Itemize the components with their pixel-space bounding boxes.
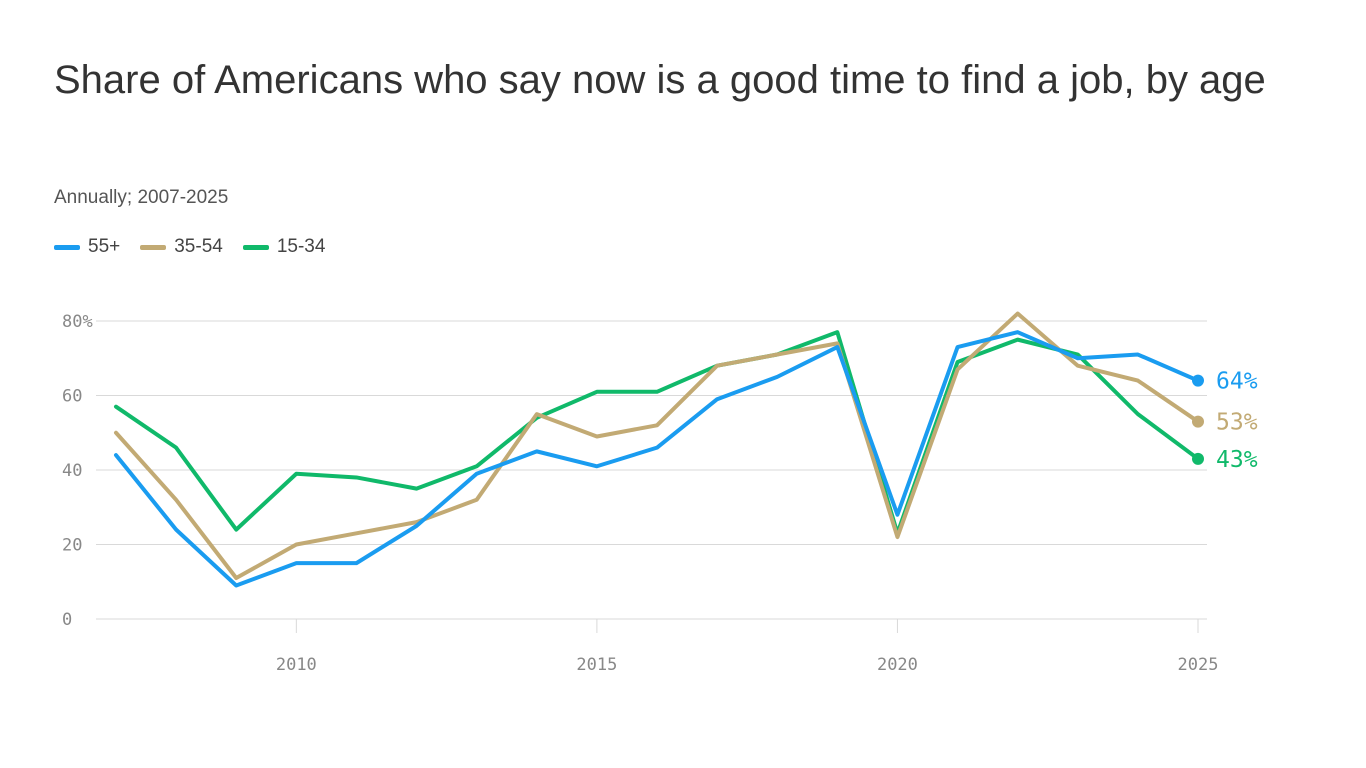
legend-label-15-34: 15-34 [276, 236, 326, 257]
x-tick-label-2015: 2015 [576, 655, 617, 675]
y-tick-label-40: 40 [62, 461, 82, 481]
y-tick-label-20: 20 [62, 536, 82, 556]
series-line-35-54 [114, 311, 1200, 581]
endpoint-dot-55 [1192, 374, 1204, 387]
end-label-55: 64% [1216, 369, 1258, 395]
legend-label-55-plus: 55+ [88, 236, 121, 257]
legend: 55+ 35-54 15-34 [54, 236, 345, 258]
x-axis: 2010 2015 2020 2025 [276, 619, 1219, 675]
x-tick-label-2020: 2020 [877, 655, 918, 675]
series-line-55 [114, 330, 1200, 588]
y-axis: 0 20 40 60 80% [62, 312, 93, 630]
y-tick-label-80: 80% [62, 312, 93, 332]
legend-item-15-34: 15-34 [242, 236, 326, 258]
endpoint-dot-15-34 [1192, 452, 1204, 465]
chart-title: Share of Americans who say now is a good… [54, 58, 1266, 102]
series-lines [114, 311, 1200, 588]
legend-label-35-54: 35-54 [174, 236, 223, 257]
x-tick-label-2025: 2025 [1178, 655, 1219, 675]
end-labels: 64% 53% 43% [1192, 369, 1258, 473]
legend-swatch-35-54 [140, 244, 167, 250]
y-tick-label-60: 60 [62, 387, 82, 407]
legend-swatch-55-plus [54, 244, 80, 250]
legend-item-55-plus: 55+ [54, 236, 120, 258]
x-tick-label-2010: 2010 [276, 655, 317, 675]
y-tick-label-0: 0 [62, 610, 72, 630]
end-label-15-34: 43% [1216, 447, 1258, 473]
series-line-15-34 [114, 330, 1200, 536]
end-label-35-54: 53% [1216, 410, 1258, 436]
endpoint-dot-35-54 [1192, 415, 1204, 428]
chart-subtitle: Annually; 2007-2025 [54, 187, 229, 208]
legend-swatch-15-34 [242, 244, 269, 250]
gridlines [96, 320, 1207, 620]
legend-item-35-54: 35-54 [140, 236, 223, 258]
